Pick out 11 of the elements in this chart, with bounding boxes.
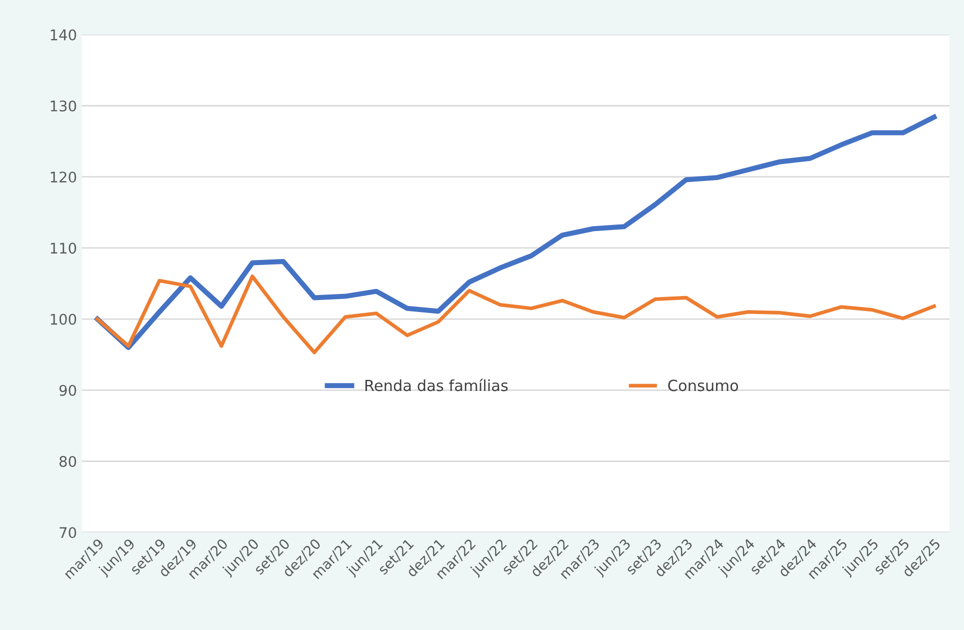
y-tick-label: 70 — [60, 527, 76, 538]
y-tick-label: 100 — [50, 314, 76, 325]
line-series — [96, 274, 936, 354]
y-tick-label: 90 — [59, 384, 76, 396]
y-tick-label: 130 — [50, 100, 76, 112]
y-tick-label: 120 — [50, 172, 76, 183]
legend-label: Renda das famílias — [365, 378, 508, 392]
y-tick-label: 110 — [50, 242, 76, 254]
y-tick-label: 140 — [50, 29, 76, 40]
legend-label: Consumo — [668, 380, 738, 392]
y-tick-label: 80 — [60, 456, 76, 467]
